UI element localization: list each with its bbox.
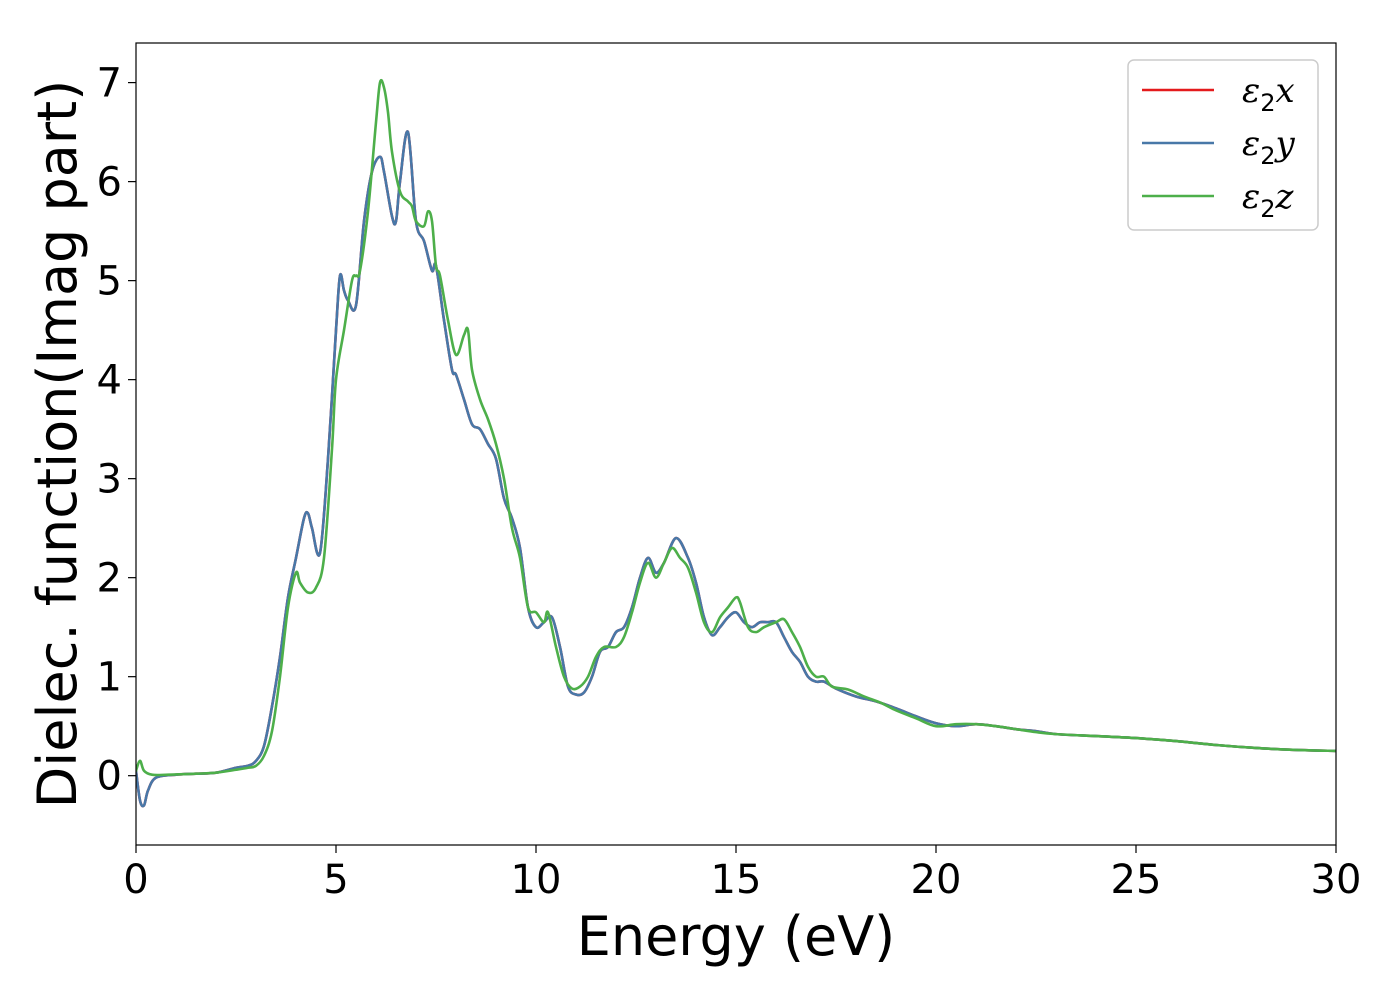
x-tick-label: 0 [123, 857, 148, 903]
y-tick-label: 7 [97, 61, 122, 107]
x-tick-label: 15 [711, 857, 762, 903]
x-axis-title: Energy (eV) [577, 905, 896, 968]
legend-component: x [1276, 71, 1295, 111]
legend-box [1127, 59, 1319, 231]
legend-symbol: ε [1242, 177, 1260, 217]
legend-subscript: 2 [1260, 89, 1275, 117]
y-tick-label: 6 [97, 160, 122, 206]
legend-component: y [1274, 124, 1296, 164]
y-tick-label: 1 [97, 655, 122, 701]
x-tick-label: 5 [323, 857, 348, 903]
series-line-z [136, 78, 1336, 777]
legend-symbol: ε [1242, 71, 1260, 111]
legend-label-z: ε2z [1242, 177, 1295, 223]
plot-area [135, 42, 1337, 846]
y-axis: 0 1 2 3 4 5 6 7 [97, 61, 136, 800]
legend-label-x: ε2x [1242, 71, 1295, 117]
y-tick-label: 2 [97, 556, 122, 602]
series-layer [136, 78, 1336, 808]
y-tick-label: 4 [97, 358, 122, 404]
legend-component: z [1275, 177, 1295, 217]
x-tick-label: 30 [1311, 857, 1362, 903]
x-axis: 0 5 10 15 20 25 30 [123, 845, 1361, 903]
series-line-y [136, 130, 1336, 808]
legend-subscript: 2 [1260, 142, 1275, 170]
legend-subscript: 2 [1260, 195, 1275, 223]
x-tick-label: 10 [511, 857, 562, 903]
y-tick-label: 3 [97, 457, 122, 503]
legend-symbol: ε [1242, 124, 1260, 164]
y-tick-label: 5 [97, 259, 122, 305]
legend-label-y: ε2y [1242, 124, 1296, 170]
x-tick-label: 20 [911, 857, 962, 903]
x-tick-label: 25 [1111, 857, 1162, 903]
y-axis-title: Dielec. function(Imag part) [26, 80, 89, 809]
y-tick-label: 0 [97, 754, 122, 800]
